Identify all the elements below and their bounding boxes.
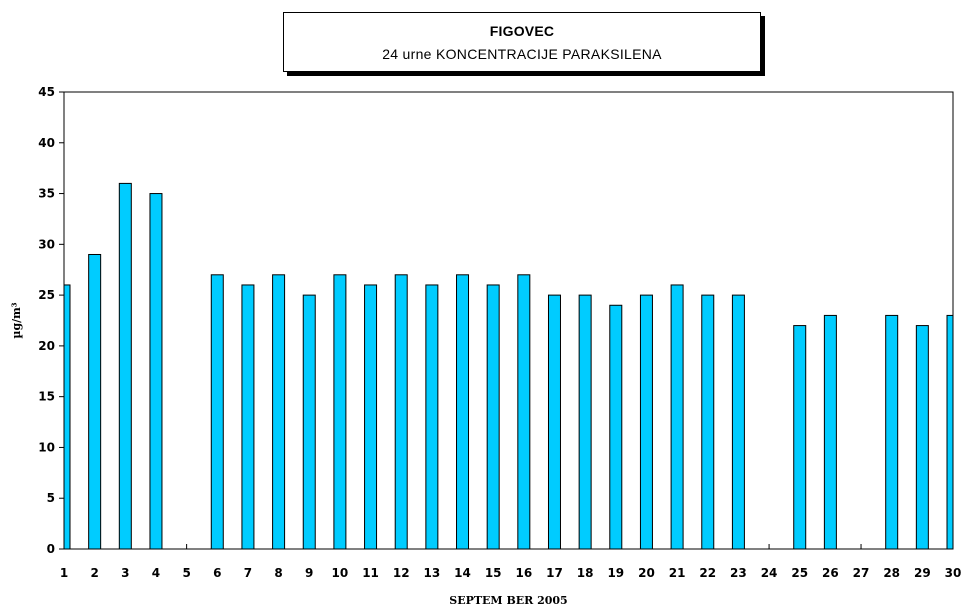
x-tick-label: 15 bbox=[485, 566, 502, 580]
bar bbox=[364, 284, 378, 550]
chart-title-box: FIGOVEC 24 urne KONCENTRACIJE PARAKSILEN… bbox=[283, 12, 761, 72]
y-axis: 0 5 10 15 20 25 30 35 40 45 bbox=[38, 85, 64, 556]
bar bbox=[670, 284, 684, 550]
bar bbox=[118, 182, 132, 550]
bar bbox=[609, 304, 623, 550]
bar-series bbox=[63, 182, 954, 550]
bar bbox=[63, 284, 71, 550]
y-tick-label: 25 bbox=[38, 288, 55, 302]
bar bbox=[456, 274, 470, 550]
x-tick-label: 9 bbox=[305, 566, 313, 580]
bar bbox=[639, 294, 653, 550]
bar bbox=[272, 274, 286, 550]
bar bbox=[425, 284, 439, 550]
y-tick-label: 15 bbox=[38, 390, 55, 404]
bar bbox=[333, 274, 347, 550]
x-tick-label: 30 bbox=[945, 566, 962, 580]
bar bbox=[946, 314, 954, 550]
bar bbox=[731, 294, 745, 550]
y-tick-label: 5 bbox=[47, 491, 55, 505]
x-tick-label: 25 bbox=[791, 566, 808, 580]
x-tick-label: 18 bbox=[577, 566, 594, 580]
y-tick-label: 35 bbox=[38, 187, 55, 201]
bar bbox=[547, 294, 561, 550]
bar bbox=[210, 274, 224, 550]
x-tick-label: 21 bbox=[669, 566, 686, 580]
chart-subtitle: 24 urne KONCENTRACIJE PARAKSILENA bbox=[382, 46, 662, 62]
x-tick-label: 10 bbox=[332, 566, 349, 580]
x-tick-label: 2 bbox=[90, 566, 98, 580]
x-tick-label: 5 bbox=[182, 566, 190, 580]
bar bbox=[578, 294, 592, 550]
y-tick-label: 45 bbox=[38, 85, 55, 99]
bar bbox=[394, 274, 408, 550]
y-tick-label: 0 bbox=[47, 542, 55, 556]
plot-area bbox=[63, 91, 954, 550]
x-tick-label: 8 bbox=[274, 566, 282, 580]
x-tick-label: 19 bbox=[607, 566, 624, 580]
bar bbox=[486, 284, 500, 550]
x-tick-label: 29 bbox=[914, 566, 931, 580]
x-tick-label: 11 bbox=[362, 566, 379, 580]
bar bbox=[885, 314, 899, 550]
x-tick-label: 6 bbox=[213, 566, 221, 580]
x-tick-label: 7 bbox=[244, 566, 252, 580]
x-tick-label: 1 bbox=[60, 566, 68, 580]
y-axis-label: µg/m³ bbox=[10, 302, 23, 338]
x-tick-label: 17 bbox=[546, 566, 563, 580]
x-tick-label: 14 bbox=[454, 566, 471, 580]
x-tick-label: 3 bbox=[121, 566, 129, 580]
x-tick-label: 26 bbox=[822, 566, 839, 580]
bar bbox=[701, 294, 715, 550]
bar bbox=[915, 325, 929, 550]
bar bbox=[793, 325, 807, 550]
chart-title: FIGOVEC bbox=[489, 23, 555, 39]
x-tick-label: 22 bbox=[699, 566, 716, 580]
bar bbox=[823, 314, 837, 550]
y-tick-label: 20 bbox=[38, 339, 55, 353]
x-tick-label: 27 bbox=[853, 566, 870, 580]
x-tick-label: 28 bbox=[883, 566, 900, 580]
bar bbox=[517, 274, 531, 550]
x-axis: 1 2 3 4 5 6 7 8 9 10 11 12 13 14 15 16 17 18 19 20 21 22 23 24 2… bbox=[60, 544, 962, 580]
x-tick-label: 20 bbox=[638, 566, 655, 580]
x-tick-label: 16 bbox=[515, 566, 532, 580]
bar bbox=[241, 284, 255, 550]
bar bbox=[302, 294, 316, 550]
x-tick-label: 23 bbox=[730, 566, 747, 580]
bar bbox=[149, 193, 163, 550]
x-tick-label: 24 bbox=[761, 566, 778, 580]
x-tick-label: 12 bbox=[393, 566, 410, 580]
y-tick-label: 30 bbox=[38, 237, 55, 251]
y-tick-label: 40 bbox=[38, 136, 55, 150]
x-axis-label: SEPTEM BER 2005 bbox=[449, 594, 567, 607]
x-tick-label: 13 bbox=[424, 566, 441, 580]
bar bbox=[88, 253, 102, 550]
x-tick-label: 4 bbox=[152, 566, 160, 580]
y-tick-label: 10 bbox=[38, 440, 55, 454]
